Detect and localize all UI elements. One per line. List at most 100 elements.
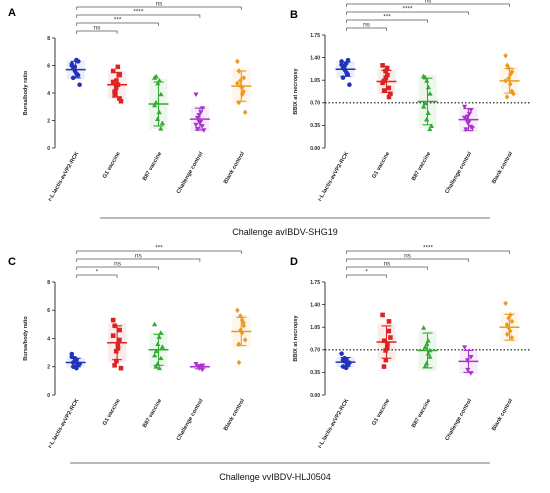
data-point [381, 338, 387, 344]
data-point [504, 331, 510, 338]
x-tick-label: G1 vaccine [102, 398, 122, 427]
data-point [385, 72, 390, 78]
data-point [509, 334, 515, 341]
panel-b: B 0.00 0.35 0.70 1.05 1.40 1.75 BBIX at necrops… [290, 0, 530, 202]
data-point [425, 110, 431, 116]
data-point [156, 77, 162, 83]
data-point [158, 330, 164, 335]
significance-label: *** [114, 17, 122, 24]
significance-bracket: *** [76, 245, 242, 254]
data-point [236, 99, 242, 106]
bracket-line [346, 250, 510, 254]
y-tick-label: 0 [47, 146, 50, 152]
data-point [118, 98, 124, 104]
data-point [115, 341, 121, 347]
data-point [110, 68, 116, 74]
data-point [468, 355, 474, 360]
data-point [158, 126, 164, 131]
data-point [383, 68, 388, 74]
data-point [241, 75, 247, 81]
data-point [117, 72, 122, 78]
y-tick-label: 6 [47, 63, 50, 69]
data-point [241, 323, 247, 329]
significance-bracket: **** [76, 9, 201, 18]
data-point [381, 88, 387, 93]
data-point [74, 71, 79, 77]
data-point [235, 307, 240, 313]
y-tick-label: 2 [47, 118, 50, 124]
data-point [239, 91, 245, 98]
y-tick-label: 0.35 [310, 370, 320, 376]
bracket-line [76, 30, 118, 34]
y-tick-label: 0.35 [310, 123, 320, 129]
data-point [110, 79, 116, 85]
data-point [503, 300, 508, 307]
data-point [503, 52, 508, 59]
significance-label: **** [133, 9, 144, 16]
data-point [427, 354, 433, 359]
data-point [509, 318, 515, 325]
data-point [115, 346, 121, 351]
data-point [388, 91, 393, 97]
significance-label: ns [384, 261, 392, 268]
data-point [156, 334, 162, 339]
bracket-line [346, 3, 510, 7]
y-axis-label: Bursa/body ratio [23, 316, 29, 361]
data-point [507, 328, 513, 334]
data-point [156, 109, 162, 115]
significance-bracket: * [76, 269, 118, 278]
panel-c: C 0 2 4 6 8 Bursa/body ratio r-L.lactis-avVP2-R… [8, 245, 252, 449]
data-point [427, 126, 433, 132]
data-point [380, 80, 385, 86]
x-tick-label: r-L.lactis-avVP2-RCK [317, 151, 350, 202]
data-point [112, 89, 117, 94]
data-point [383, 75, 389, 80]
x-tick-label: G1 vaccine [371, 151, 391, 180]
significance-bracket: ns [76, 253, 201, 262]
data-point [236, 341, 242, 347]
data-point [241, 88, 246, 95]
y-axis-label: Bursa/body ratio [23, 70, 29, 115]
data-point [156, 365, 162, 371]
bracket-line [76, 6, 242, 10]
data-point [238, 77, 243, 84]
data-point [195, 115, 201, 121]
x-tick-label: Challenge control [444, 398, 473, 442]
y-axis-label: BBIX at necropsy [293, 314, 299, 361]
data-point [386, 94, 392, 100]
x-tick-label: Blank control [491, 151, 514, 185]
x-tick-label: r-L.lactis-avVP2-RCK [317, 398, 350, 449]
bracket-line [346, 258, 469, 262]
data-point [194, 126, 200, 132]
y-tick-label: 2 [47, 365, 50, 371]
x-tick-label: Challenge control [444, 151, 473, 195]
significance-label: **** [402, 6, 413, 13]
y-tick-label: 1.40 [310, 55, 320, 61]
data-point [158, 355, 164, 361]
significance-bracket: * [346, 269, 387, 278]
significance-bracket: ns [346, 261, 428, 270]
x-tick-label: Blank control [491, 398, 514, 432]
significance-bracket: **** [346, 245, 510, 254]
data-point [380, 312, 385, 318]
significance-label: ns [135, 253, 143, 260]
data-point [117, 96, 122, 101]
data-point [511, 91, 516, 97]
data-point [155, 80, 161, 86]
data-point [463, 127, 469, 132]
caption-top: Challenge avIBDV-SHG19 [232, 227, 338, 237]
x-tick-label: B87 vaccine [142, 398, 163, 429]
y-tick-label: 6 [47, 308, 50, 314]
significance-bracket: ns [76, 25, 118, 34]
bracket-line [76, 22, 159, 26]
data-point [153, 364, 159, 369]
data-point [344, 70, 349, 75]
data-point [159, 120, 165, 126]
data-point [466, 119, 472, 125]
data-point [386, 85, 392, 91]
y-tick-label: 0.70 [310, 101, 320, 107]
data-point [347, 82, 352, 88]
x-tick-label: Blank control [223, 151, 246, 185]
significance-bracket: *** [76, 17, 159, 26]
data-point [110, 317, 116, 323]
